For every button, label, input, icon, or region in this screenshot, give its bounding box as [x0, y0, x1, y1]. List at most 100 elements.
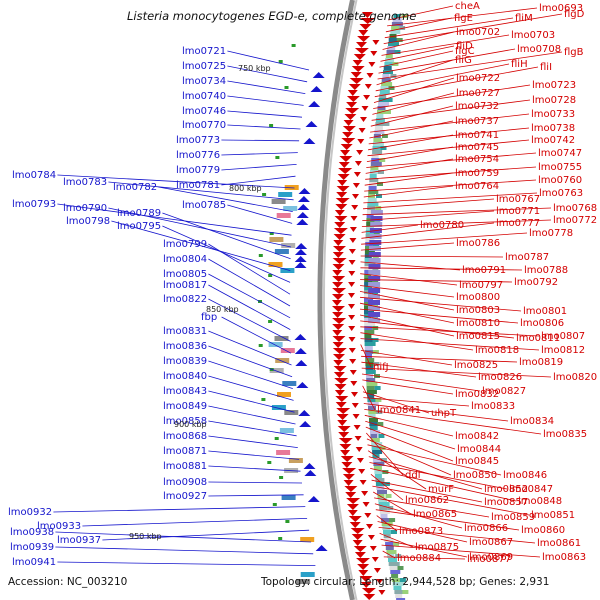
gene-label-lmo0811[interactable]: lmo0811	[516, 333, 560, 344]
gene-label-murF[interactable]: murF	[428, 484, 454, 495]
gene-label-lmo0806[interactable]: lmo0806	[520, 318, 564, 329]
gene-label-lmo0875[interactable]: lmo0875	[415, 542, 459, 553]
gene-label-lmo0805[interactable]: lmo0805	[163, 269, 207, 280]
gene-label-lmo0850[interactable]: lmo0850	[453, 470, 497, 481]
gene-label-lmo0790[interactable]: lmo0790	[63, 203, 107, 214]
gene-label-lmo0772[interactable]: lmo0772	[553, 215, 597, 226]
gene-label-lmo0941[interactable]: lmo0941	[12, 557, 56, 568]
gene-label-lmo0791[interactable]: lmo0791	[462, 265, 506, 276]
gene-label-lmo0825[interactable]: lmo0825	[454, 360, 498, 371]
gene-label-lmo0881[interactable]: lmo0881	[163, 461, 207, 472]
gene-label-lmo0831[interactable]: lmo0831	[163, 326, 207, 337]
gene-label-lmo0738[interactable]: lmo0738	[531, 123, 575, 134]
gene-label-lmo0703[interactable]: lmo0703	[511, 30, 555, 41]
gene-label-lmo0871[interactable]: lmo0871	[163, 446, 207, 457]
gene-label-lmo0822[interactable]: lmo0822	[163, 294, 207, 305]
gene-label-lmo0927[interactable]: lmo0927	[163, 491, 207, 502]
gene-label-lmo0725[interactable]: lmo0725	[182, 61, 226, 72]
gene-label-lmo0797[interactable]: lmo0797	[459, 280, 503, 291]
gene-label-lmo0746[interactable]: lmo0746	[182, 106, 226, 117]
gene-label-lmo0827[interactable]: lmo0827	[482, 386, 526, 397]
gene-label-lmo0799[interactable]: lmo0799	[163, 239, 207, 250]
gene-label-lmo0832[interactable]: lmo0832	[455, 389, 499, 400]
gene-label-fliM[interactable]: fliM	[515, 13, 533, 24]
gene-label-lmo0846[interactable]: lmo0846	[503, 470, 547, 481]
gene-label-lmo0843[interactable]: lmo0843	[163, 386, 207, 397]
gene-label-lmo0833[interactable]: lmo0833	[471, 401, 515, 412]
gene-label-lmo0770[interactable]: lmo0770	[182, 120, 226, 131]
gene-label-fliI[interactable]: fliI	[540, 62, 552, 73]
gene-label-lmo0852[interactable]: lmo0852	[484, 484, 528, 495]
gene-label-lmo0783[interactable]: lmo0783	[63, 177, 107, 188]
gene-label-lmo0908[interactable]: lmo0908	[163, 477, 207, 488]
gene-label-lmo0747[interactable]: lmo0747	[538, 148, 582, 159]
gene-label-lmo0826[interactable]: lmo0826	[478, 372, 522, 383]
gene-label-flgC[interactable]: flgC	[455, 46, 475, 57]
gene-label-lmo0728[interactable]: lmo0728	[532, 95, 576, 106]
gene-label-lmo0754[interactable]: lmo0754	[455, 154, 499, 165]
gene-label-lmo0782[interactable]: lmo0782	[113, 182, 157, 193]
gene-label-lmo0884[interactable]: lmo0884	[397, 553, 441, 564]
gene-label-lmo0764[interactable]: lmo0764	[455, 181, 499, 192]
gene-label-lmo0859[interactable]: lmo0859	[491, 512, 535, 523]
gene-label-lmo0780[interactable]: lmo0780	[420, 220, 464, 231]
gene-label-lmo0810[interactable]: lmo0810	[456, 318, 500, 329]
gene-label-lmo0861[interactable]: lmo0861	[537, 538, 581, 549]
gene-label-lmo0733[interactable]: lmo0733	[531, 109, 575, 120]
gene-label-lmo0932[interactable]: lmo0932	[8, 507, 52, 518]
gene-label-lmo0867[interactable]: lmo0867	[469, 537, 513, 548]
gene-label-lmo0787[interactable]: lmo0787	[505, 252, 549, 263]
gene-label-lmo0759[interactable]: lmo0759	[455, 168, 499, 179]
gene-label-lmo0836[interactable]: lmo0836	[163, 341, 207, 352]
gene-label-lmo0844[interactable]: lmo0844	[457, 444, 501, 455]
gene-label-lmo0812[interactable]: lmo0812	[541, 345, 585, 356]
gene-label-lmo0817[interactable]: lmo0817	[163, 280, 207, 291]
gene-label-lmo0847[interactable]: lmo0847	[509, 484, 553, 495]
gene-label-lmo0841[interactable]: lmo0841	[377, 405, 421, 416]
gene-label-lmo0740[interactable]: lmo0740	[182, 91, 226, 102]
gene-label-lmo0868[interactable]: lmo0868	[163, 431, 207, 442]
gene-label-lmo0937[interactable]: lmo0937	[57, 535, 101, 546]
gene-label-lmo0804[interactable]: lmo0804	[163, 254, 207, 265]
gene-label-lmo0820[interactable]: lmo0820	[553, 372, 597, 383]
gene-label-fbp[interactable]: fbp	[201, 312, 217, 323]
gene-label-lmo0745[interactable]: lmo0745	[455, 142, 499, 153]
gene-label-lmo0845[interactable]: lmo0845	[455, 456, 499, 467]
gene-label-lmo0779[interactable]: lmo0779	[176, 165, 220, 176]
gene-label-lmo0848[interactable]: lmo0848	[518, 496, 562, 507]
gene-label-lmo0862[interactable]: lmo0862	[405, 495, 449, 506]
gene-label-lmo0865[interactable]: lmo0865	[413, 509, 457, 520]
gene-label-lmo0849[interactable]: lmo0849	[163, 401, 207, 412]
gene-label-lmo0768[interactable]: lmo0768	[553, 203, 597, 214]
gene-label-lmo0798[interactable]: lmo0798	[66, 216, 110, 227]
gene-label-lmo0777[interactable]: lmo0777	[496, 218, 540, 229]
gene-label-lmo0933[interactable]: lmo0933	[37, 521, 81, 532]
gene-label-lmo0789[interactable]: lmo0789	[117, 208, 161, 219]
gene-label-lmo0793[interactable]: lmo0793	[12, 199, 56, 210]
gene-label-lmo0800[interactable]: lmo0800	[456, 292, 500, 303]
gene-label-flgB[interactable]: flgB	[564, 47, 584, 58]
gene-label-lmo0792[interactable]: lmo0792	[514, 277, 558, 288]
gene-label-lmo0866[interactable]: lmo0866	[464, 523, 508, 534]
gene-label-fliD[interactable]: fliD	[456, 41, 473, 52]
gene-label-lmo0742[interactable]: lmo0742	[531, 135, 575, 146]
gene-label-lmo0939[interactable]: lmo0939	[10, 542, 54, 553]
gene-label-lmo0819[interactable]: lmo0819	[519, 357, 563, 368]
gene-label-lmo0771[interactable]: lmo0771	[496, 206, 540, 217]
gene-label-flgD[interactable]: flgD	[564, 9, 585, 20]
gene-label-lmo0840[interactable]: lmo0840	[163, 371, 207, 382]
gene-label-cheA[interactable]: cheA	[455, 1, 480, 12]
gene-label-lmo0786[interactable]: lmo0786	[456, 238, 500, 249]
gene-label-lmo0778[interactable]: lmo0778	[529, 228, 573, 239]
gene-label-lmo0938[interactable]: lmo0938	[10, 527, 54, 538]
gene-label-lmo0788[interactable]: lmo0788	[524, 265, 568, 276]
gene-label-fliG[interactable]: fliG	[455, 55, 472, 66]
gene-label-fliH[interactable]: fliH	[511, 59, 528, 70]
gene-label-nifJ[interactable]: nifJ	[373, 362, 389, 373]
gene-label-lmo0693[interactable]: lmo0693	[539, 3, 583, 14]
gene-label-lmo0708[interactable]: lmo0708	[517, 44, 561, 55]
gene-label-lmo0773[interactable]: lmo0773	[176, 135, 220, 146]
gene-label-lmo0834[interactable]: lmo0834	[510, 416, 554, 427]
gene-label-lmo0835[interactable]: lmo0835	[543, 429, 587, 440]
gene-label-lmo0803[interactable]: lmo0803	[456, 305, 500, 316]
